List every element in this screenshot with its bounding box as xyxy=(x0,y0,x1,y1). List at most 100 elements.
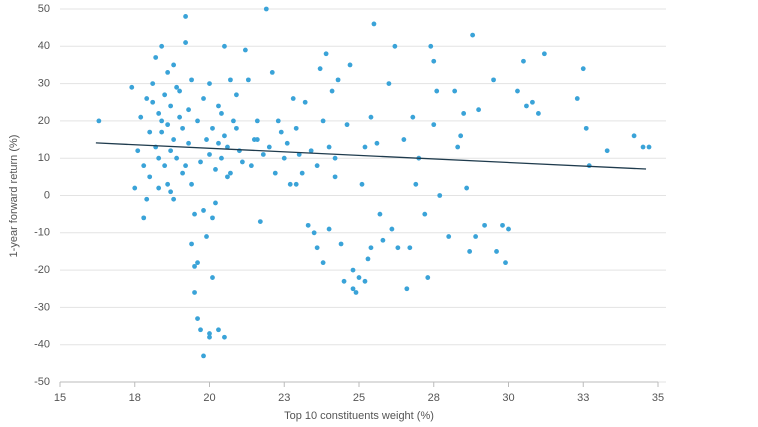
point xyxy=(165,181,171,187)
point xyxy=(177,114,183,120)
point xyxy=(201,96,206,101)
point xyxy=(500,222,505,228)
point xyxy=(308,148,314,154)
point xyxy=(216,103,221,109)
point xyxy=(530,99,535,105)
point xyxy=(461,111,467,116)
point xyxy=(524,103,529,109)
point xyxy=(231,118,236,124)
point xyxy=(506,226,511,232)
point xyxy=(147,129,153,135)
point xyxy=(195,316,200,321)
point xyxy=(150,81,156,86)
point xyxy=(192,263,197,269)
point xyxy=(473,234,479,239)
point xyxy=(219,155,224,161)
point xyxy=(129,84,135,90)
point xyxy=(234,92,239,98)
y-axis-label: 1-year forward return (%) xyxy=(8,135,20,258)
point xyxy=(494,249,499,254)
point xyxy=(446,234,452,239)
point xyxy=(222,133,227,139)
x-axis-label: Top 10 constituents weight (%) xyxy=(284,410,434,422)
point xyxy=(503,260,508,266)
point xyxy=(476,107,481,113)
point xyxy=(365,256,371,262)
point xyxy=(266,144,272,150)
point xyxy=(353,290,359,295)
point xyxy=(257,219,263,225)
point xyxy=(326,226,332,232)
point xyxy=(198,159,203,165)
point xyxy=(371,21,377,27)
x-tick-label: 33 xyxy=(577,392,589,404)
point xyxy=(254,118,260,124)
point xyxy=(356,275,362,280)
point xyxy=(314,245,320,251)
y-tick-label: -40 xyxy=(34,339,50,351)
point xyxy=(335,77,341,83)
point xyxy=(192,211,197,217)
point xyxy=(228,170,233,176)
point xyxy=(245,77,251,83)
point xyxy=(150,99,156,105)
x-tick-label: 25 xyxy=(353,392,365,404)
point xyxy=(177,88,183,94)
point xyxy=(225,144,230,150)
point xyxy=(213,200,218,206)
point xyxy=(132,185,138,191)
point xyxy=(536,111,541,116)
point xyxy=(210,275,215,280)
y-tick-label: 30 xyxy=(38,78,50,90)
point xyxy=(195,260,200,266)
point xyxy=(631,133,637,139)
point xyxy=(302,99,308,105)
point xyxy=(401,137,407,142)
x-tick-label: 18 xyxy=(129,392,141,404)
point xyxy=(311,230,317,236)
point xyxy=(222,334,227,340)
point xyxy=(458,133,464,139)
x-tick-label: 30 xyxy=(502,392,514,404)
point xyxy=(326,144,332,150)
point xyxy=(583,125,589,131)
point xyxy=(144,96,150,101)
y-tick-label: -50 xyxy=(34,376,50,388)
point xyxy=(210,215,215,221)
point xyxy=(219,111,224,116)
point xyxy=(183,163,188,169)
point xyxy=(201,208,206,213)
point xyxy=(189,241,194,247)
point xyxy=(467,249,473,254)
point xyxy=(413,181,419,187)
point xyxy=(541,51,547,57)
point xyxy=(138,114,144,120)
point xyxy=(377,211,383,217)
point xyxy=(156,111,162,116)
point xyxy=(434,88,440,94)
point xyxy=(186,140,191,146)
point xyxy=(135,148,141,154)
point xyxy=(580,66,586,72)
point xyxy=(646,144,652,150)
point xyxy=(407,245,413,251)
y-tick-label: -10 xyxy=(34,227,50,239)
point xyxy=(225,174,230,180)
x-tick-label: 15 xyxy=(54,392,66,404)
point xyxy=(207,152,212,157)
point xyxy=(422,211,428,217)
point xyxy=(272,170,278,176)
point xyxy=(171,62,177,68)
y-tick-label: 0 xyxy=(44,189,50,201)
point xyxy=(344,122,350,128)
trend-line xyxy=(95,142,647,170)
point xyxy=(347,62,353,68)
point xyxy=(201,353,206,359)
point xyxy=(260,152,266,157)
point xyxy=(350,286,356,292)
point xyxy=(386,81,392,86)
point xyxy=(482,222,487,228)
point xyxy=(195,118,200,124)
point xyxy=(96,118,102,124)
point xyxy=(254,137,260,142)
